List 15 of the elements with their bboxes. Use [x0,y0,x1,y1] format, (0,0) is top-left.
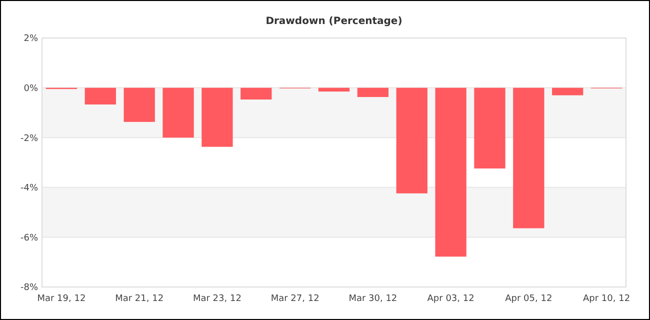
y-tick-label: -8% [20,283,38,294]
x-tick-label: Apr 10, 12 [583,294,630,304]
y-tick-label: -4% [20,184,38,194]
y-tick-label: 2% [24,34,38,44]
y-tick-label: -6% [20,233,38,244]
x-tick-label: Mar 23, 12 [192,294,242,304]
x-tick-label: Mar 19, 12 [37,294,86,304]
y-tick-label: -2% [20,134,38,144]
chart-title: Drawdown (Percentage) [266,16,402,27]
x-tick-label: Apr 05, 12 [505,294,552,304]
x-tick-label: Mar 27, 12 [270,294,320,304]
y-tick-label: 0% [24,84,38,94]
x-tick-label: Mar 21, 12 [115,294,164,304]
x-tick-label: Mar 30, 12 [348,294,398,304]
x-tick-label: Apr 03, 12 [427,294,474,304]
